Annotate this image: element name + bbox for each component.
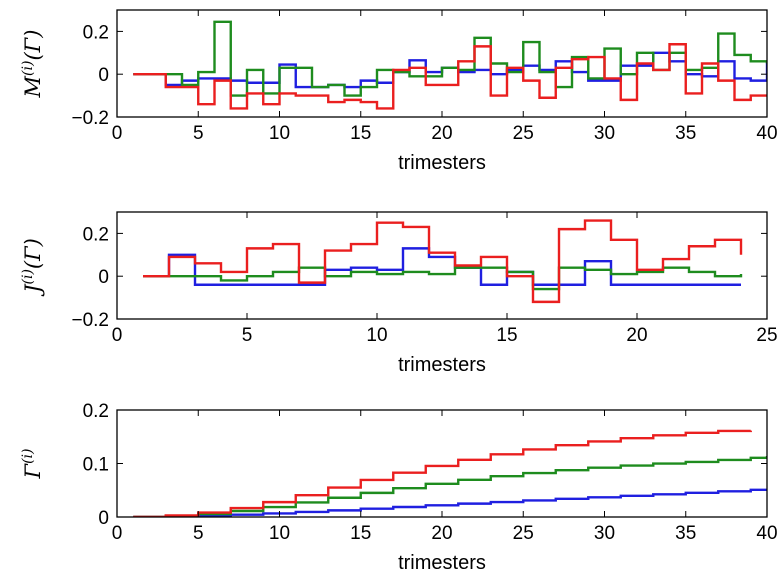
plot-panel-M: 0 5 10 15 20 25 30 35 40−0.200.2trimestersM(i)(Γ… <box>20 9 778 174</box>
axes-frame <box>116 211 768 320</box>
x-tick-label: 20 <box>626 325 647 346</box>
y-tick-label: 0.1 <box>83 455 109 476</box>
x-tick-label: 10 <box>366 325 387 346</box>
y-tick-label: 0.2 <box>83 22 109 43</box>
y-axis-label: M(i)(Γ) <box>20 30 45 99</box>
y-tick-label: 0.2 <box>83 224 109 245</box>
x-tick-label: 15 <box>496 325 517 346</box>
x-tick-label: 40 <box>756 123 777 144</box>
x-tick-label: 5 <box>193 523 204 544</box>
series-green <box>143 266 743 291</box>
series-group <box>133 20 767 110</box>
x-tick-label: 30 <box>594 123 615 144</box>
x-tick-label: 25 <box>513 523 534 544</box>
x-tick-label: 0 <box>112 523 123 544</box>
y-tick-label: 0 <box>98 267 109 288</box>
x-tick-label: 10 <box>269 523 290 544</box>
series-group <box>143 219 743 304</box>
series-green <box>133 456 767 517</box>
y-tick-label: 0.2 <box>83 401 109 422</box>
x-tick-label: 20 <box>431 523 452 544</box>
series-blue <box>143 247 741 286</box>
x-axis-label: trimesters <box>398 552 486 574</box>
x-tick-label: 15 <box>350 123 371 144</box>
series-red <box>133 43 767 110</box>
x-tick-label: 40 <box>756 523 777 544</box>
x-tick-label: 15 <box>350 523 371 544</box>
series-red <box>143 219 743 304</box>
x-tick-label: 25 <box>513 123 534 144</box>
plot-panel-Gamma: 0 5 10 15 20 25 30 35 40 0 0.1 0.2 trimesters Γ(i) <box>20 401 778 574</box>
x-tick-label: 25 <box>756 325 777 346</box>
y-axis-label: Γ(i) <box>20 449 45 480</box>
series-blue <box>133 488 767 517</box>
series-red <box>133 429 752 517</box>
x-tick-label: 0 <box>112 325 123 346</box>
x-tick-label: 0 <box>112 123 123 144</box>
x-tick-label: 5 <box>242 325 253 346</box>
y-tick-label: −0.2 <box>71 108 109 129</box>
x-tick-label: 35 <box>675 523 696 544</box>
x-tick-label: 35 <box>675 123 696 144</box>
x-tick-label: 5 <box>193 123 204 144</box>
x-axis-label: trimesters <box>398 152 486 174</box>
series-blue <box>133 51 767 89</box>
series-group <box>133 429 767 517</box>
y-tick-label: 0 <box>98 65 109 86</box>
y-tick-label: 0 <box>98 508 109 529</box>
x-tick-label: 30 <box>594 523 615 544</box>
y-axis-label: J(i)(Γ) <box>20 238 45 297</box>
x-tick-label: 10 <box>269 123 290 144</box>
x-axis-label: trimesters <box>398 354 486 376</box>
x-tick-label: 20 <box>431 123 452 144</box>
y-tick-label: −0.2 <box>71 310 109 331</box>
